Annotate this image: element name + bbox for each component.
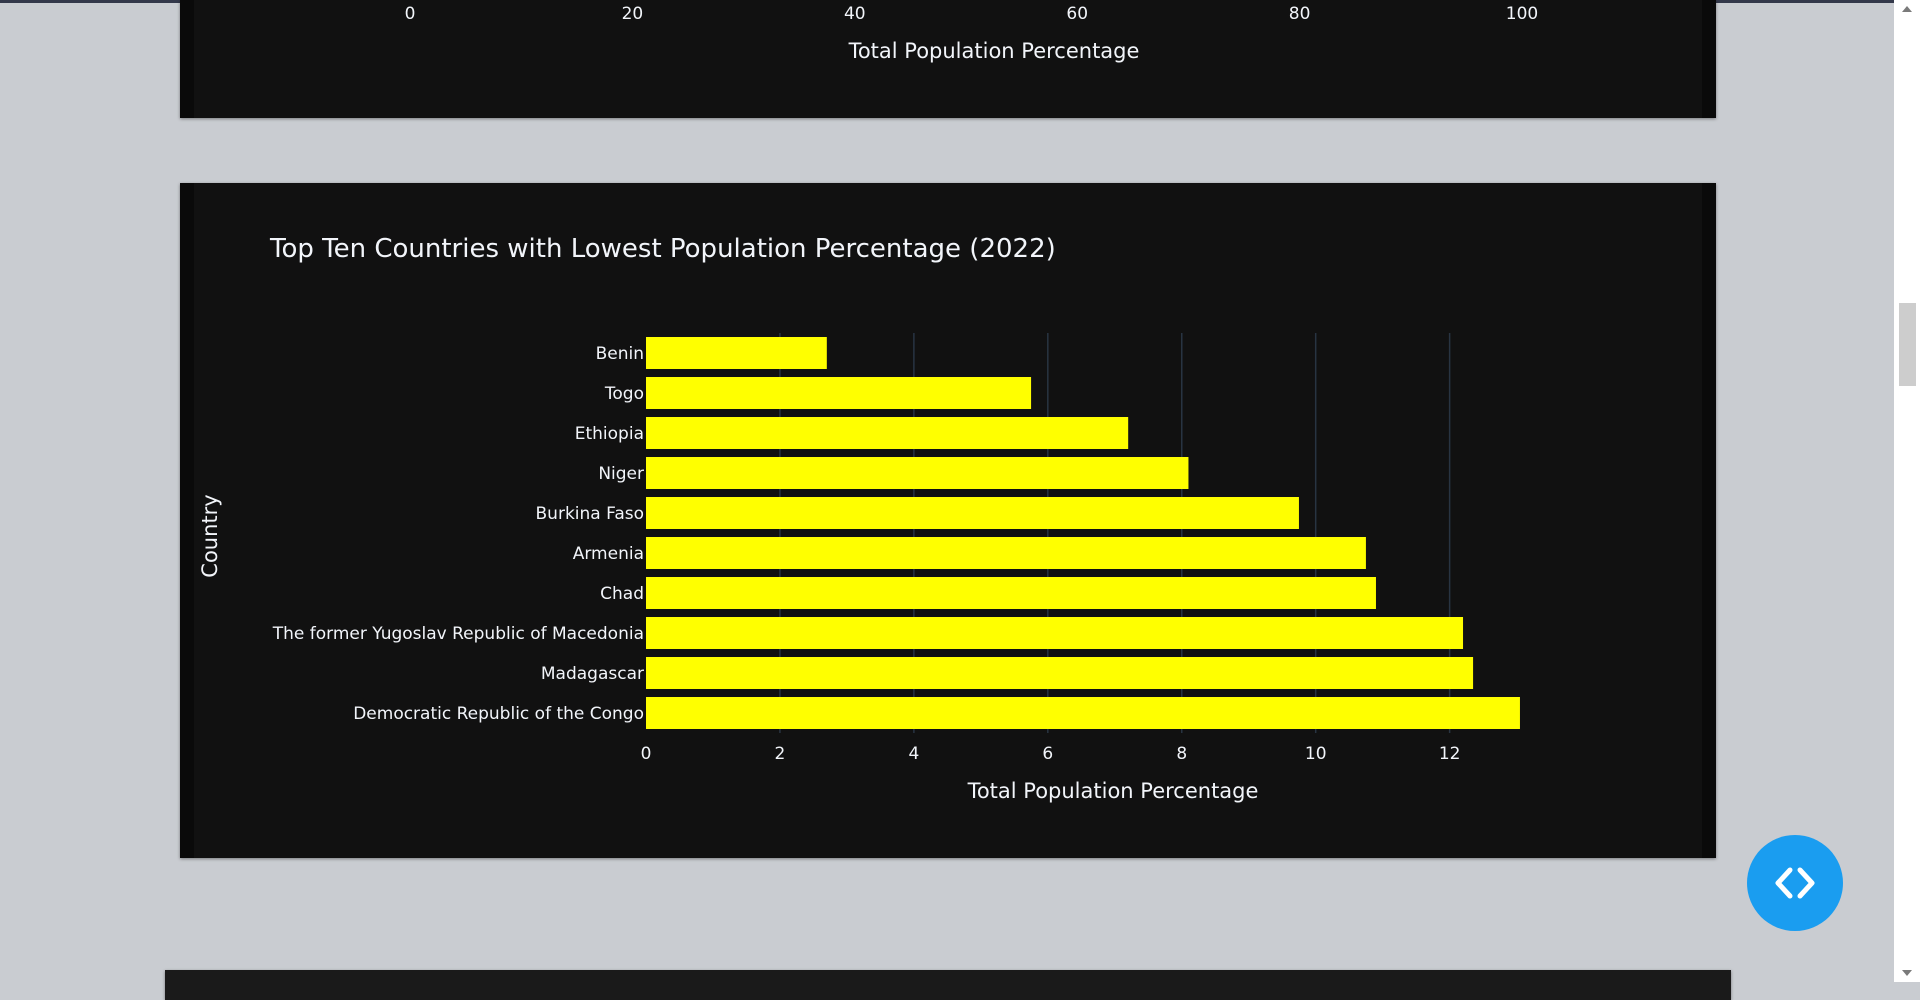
previous-chart-x-ticks: 0 20 40 60 80 100 <box>405 4 1539 24</box>
bar-chart-svg: Top Ten Countries with Lowest Population… <box>198 234 1520 803</box>
previous-chart-x-tick-label: 80 <box>1289 4 1311 24</box>
x-tick-label: 2 <box>775 744 786 764</box>
category-label: Niger <box>598 464 644 484</box>
bar-madagascar[interactable] <box>646 657 1474 689</box>
x-tick-label: 10 <box>1305 744 1327 764</box>
bar-democratic-republic-of-the-congo[interactable] <box>646 697 1520 729</box>
scroll-down-icon[interactable] <box>1902 970 1912 976</box>
category-label: Madagascar <box>541 664 644 684</box>
lowest-population-chart-card: Top Ten Countries with Lowest Population… <box>180 183 1716 858</box>
previous-chart-x-tick-label: 60 <box>1066 4 1088 24</box>
card-edge-left <box>180 183 194 858</box>
category-label: Ethiopia <box>575 424 644 444</box>
scroll-up-icon[interactable] <box>1902 6 1912 12</box>
bar-burkina-faso[interactable] <box>646 497 1299 529</box>
bar-armenia[interactable] <box>646 537 1366 569</box>
chart-category-labels: Benin Togo Ethiopia Niger Burkina Faso Armeni… <box>272 344 644 724</box>
x-tick-label: 0 <box>641 744 652 764</box>
previous-chart-x-tick-label: 20 <box>622 4 644 24</box>
chart-x-ticks: 0 2 4 6 8 10 12 <box>641 744 1461 764</box>
card-edge-left <box>180 0 194 118</box>
x-tick-label: 4 <box>908 744 919 764</box>
previous-chart-x-tick-label: 100 <box>1506 4 1538 24</box>
y-axis-title: Country <box>198 494 222 577</box>
scroll-thumb[interactable] <box>1899 303 1916 386</box>
category-label: Armenia <box>573 544 644 564</box>
x-tick-label: 6 <box>1042 744 1053 764</box>
x-tick-label: 8 <box>1176 744 1187 764</box>
card-edge-right <box>1702 183 1716 858</box>
previous-chart-x-axis-title: Total Population Percentage <box>848 39 1140 63</box>
category-label: Chad <box>600 584 644 604</box>
previous-chart-x-tick-label: 0 <box>405 4 416 24</box>
bar-benin[interactable] <box>646 337 827 369</box>
category-label: Democratic Republic of the Congo <box>353 704 644 724</box>
next-chart-card <box>165 970 1731 1000</box>
category-label: Togo <box>604 384 644 404</box>
previous-chart-svg: 0 20 40 60 80 100 Total Population Percentage <box>405 4 1539 63</box>
chart-title: Top Ten Countries with Lowest Population… <box>269 234 1056 264</box>
category-label: Benin <box>596 344 644 364</box>
page-scrollbar[interactable] <box>1894 0 1920 982</box>
bar-chad[interactable] <box>646 577 1376 609</box>
bar-togo[interactable] <box>646 377 1032 409</box>
chart-bars <box>646 337 1520 729</box>
category-label: The former Yugoslav Republic of Macedoni… <box>272 624 644 644</box>
bar-niger[interactable] <box>646 457 1189 489</box>
bar-ethiopia[interactable] <box>646 417 1129 449</box>
previous-chart-x-tick-label: 40 <box>844 4 866 24</box>
x-axis-title: Total Population Percentage <box>967 779 1259 803</box>
previous-chart-card: 0 20 40 60 80 100 Total Population Percentage <box>180 0 1716 118</box>
bar-the-former-yugoslav-republic-of-macedonia[interactable] <box>646 617 1464 649</box>
card-edge-right <box>1702 0 1716 118</box>
category-label: Burkina Faso <box>536 504 644 524</box>
code-toggle-button[interactable] <box>1747 835 1843 931</box>
x-tick-label: 12 <box>1439 744 1461 764</box>
code-brackets-icon <box>1775 867 1815 899</box>
